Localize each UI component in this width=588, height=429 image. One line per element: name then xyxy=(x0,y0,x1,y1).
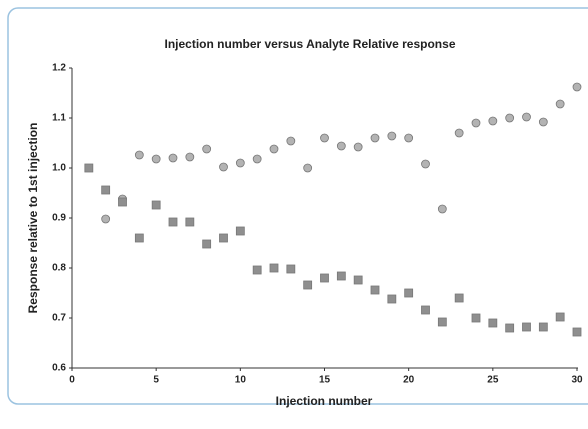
y-tick-label: 1.2 xyxy=(52,63,66,74)
point xyxy=(454,293,464,303)
point xyxy=(286,264,296,274)
panel xyxy=(7,7,588,405)
x-axis-label: Injection number xyxy=(276,394,373,408)
point xyxy=(353,142,363,152)
point xyxy=(202,144,212,154)
point xyxy=(454,128,464,138)
point xyxy=(437,317,447,327)
point xyxy=(387,294,397,304)
point xyxy=(320,133,329,143)
x-tick-label: 15 xyxy=(319,375,331,386)
point xyxy=(168,217,178,227)
point xyxy=(353,275,363,285)
point xyxy=(505,323,515,333)
point xyxy=(185,152,195,162)
point xyxy=(471,118,481,128)
point xyxy=(134,150,144,160)
point xyxy=(522,112,531,122)
point xyxy=(505,113,515,123)
point xyxy=(303,280,313,290)
point xyxy=(219,162,228,172)
point xyxy=(252,154,262,164)
point xyxy=(538,117,548,127)
point xyxy=(488,318,498,328)
x-tick-label: 20 xyxy=(403,375,415,386)
point xyxy=(202,239,212,249)
point xyxy=(522,322,531,332)
point xyxy=(538,322,548,332)
point xyxy=(269,144,279,154)
point xyxy=(404,288,414,298)
point xyxy=(555,312,565,322)
point xyxy=(151,154,161,164)
y-tick-label: 0.9 xyxy=(52,213,66,224)
point xyxy=(235,226,245,236)
point xyxy=(437,204,447,214)
point xyxy=(101,214,111,224)
point xyxy=(303,163,313,173)
x-tick-label: 10 xyxy=(235,375,247,386)
point xyxy=(252,265,262,275)
point xyxy=(488,116,498,126)
point xyxy=(336,271,346,281)
x-tick-label: 25 xyxy=(487,375,499,386)
y-tick-label: 0.7 xyxy=(52,313,66,324)
y-tick-label: 1.0 xyxy=(52,163,66,174)
point xyxy=(370,285,380,295)
point xyxy=(84,163,94,173)
point xyxy=(555,99,565,109)
chart-title: Injection number versus Analyte Relative… xyxy=(165,37,456,51)
point xyxy=(151,200,161,210)
point xyxy=(572,82,582,92)
point xyxy=(471,313,481,323)
point xyxy=(387,131,397,141)
point xyxy=(219,233,228,243)
point xyxy=(235,158,245,168)
point xyxy=(421,159,430,169)
point xyxy=(336,141,346,151)
point xyxy=(320,273,329,283)
point xyxy=(404,133,414,143)
point xyxy=(269,263,279,273)
y-axis-label: Response relative to 1st injection xyxy=(26,123,40,314)
x-tick-label: 30 xyxy=(571,375,583,386)
x-tick-label: 5 xyxy=(153,375,159,386)
y-tick-label: 0.6 xyxy=(52,363,66,374)
point xyxy=(185,217,195,227)
y-tick-label: 0.8 xyxy=(52,263,66,274)
point xyxy=(118,197,127,207)
point xyxy=(572,327,582,337)
y-tick-label: 1.1 xyxy=(52,113,66,124)
point xyxy=(421,305,430,315)
point xyxy=(134,233,144,243)
point xyxy=(101,185,111,195)
point xyxy=(168,153,178,163)
point xyxy=(370,133,380,143)
point xyxy=(286,136,296,146)
x-tick-label: 0 xyxy=(69,375,75,386)
